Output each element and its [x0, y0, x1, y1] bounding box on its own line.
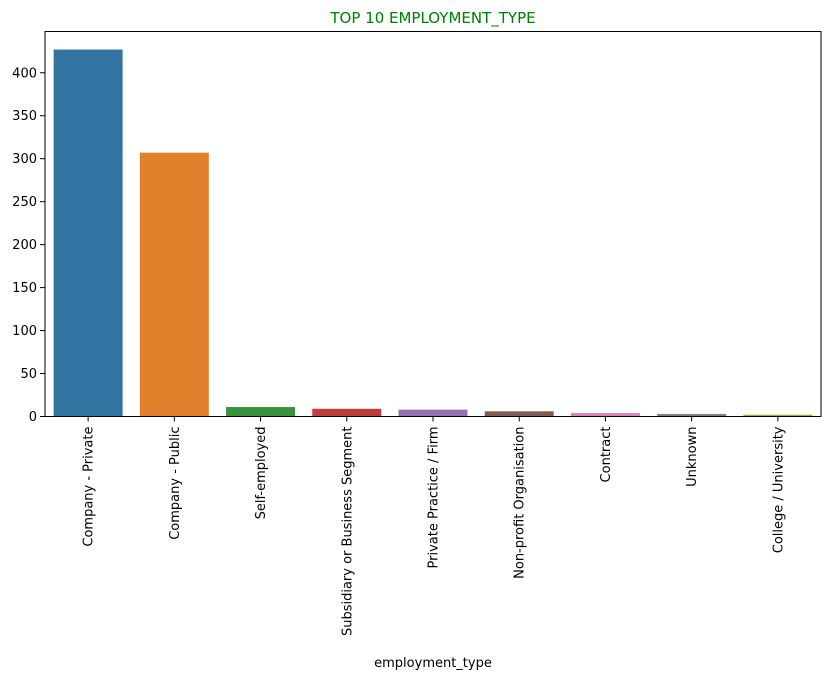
bar	[53, 49, 123, 417]
axes-frame	[44, 31, 822, 417]
y-tick-label: 50	[20, 367, 37, 382]
y-tick-label: 200	[12, 238, 37, 253]
x-tick-label: Company - Public	[168, 427, 183, 540]
x-tick-label: Unknown	[685, 427, 700, 487]
bar	[398, 409, 468, 417]
x-tick-label: Self-employed	[254, 427, 269, 520]
x-axis-label: employment_type	[374, 656, 492, 671]
x-tick-label: Company - Private	[82, 427, 97, 547]
bar	[570, 413, 640, 417]
bar	[139, 152, 209, 417]
y-tick-label: 250	[12, 195, 37, 210]
x-tick-label: Non-profit Organisation	[513, 427, 528, 579]
y-tick-label: 100	[12, 324, 37, 339]
y-tick-label: 0	[29, 410, 37, 425]
bar	[743, 414, 813, 417]
bar	[226, 407, 296, 417]
y-tick-label: 400	[12, 66, 37, 81]
chart-title: TOP 10 EMPLOYMENT_TYPE	[329, 9, 535, 28]
bar	[657, 413, 727, 417]
x-tick-label: Private Practice / Firm	[427, 427, 442, 569]
y-tick-label: 300	[12, 152, 37, 167]
y-tick-label: 350	[12, 109, 37, 124]
y-tick-label: 150	[12, 281, 37, 296]
x-tick-label: Subsidiary or Business Segment	[340, 427, 355, 637]
bar	[484, 411, 554, 417]
plot-area: 0 50 100 150 200 250 300 350 400 Company - Privat…	[12, 49, 813, 637]
x-tick-label: Contract	[599, 427, 614, 483]
x-tick-label: College / University	[771, 426, 786, 553]
bar	[312, 408, 382, 417]
